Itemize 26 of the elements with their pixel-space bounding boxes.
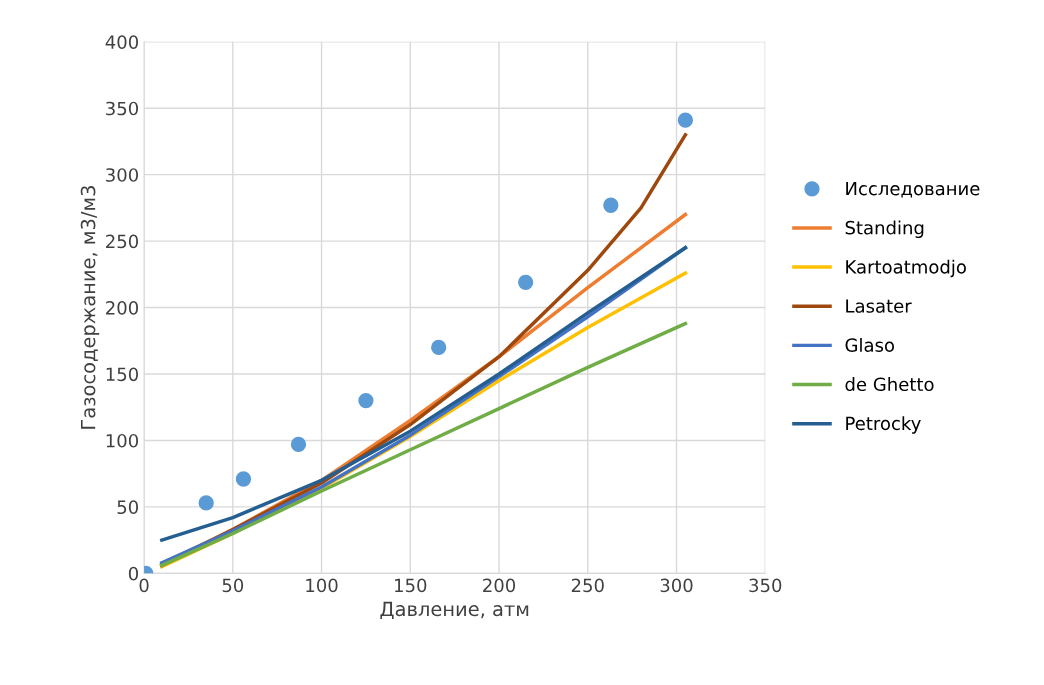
x-tick-label: 100 (306, 578, 338, 593)
x-axis-title: Давление, атм (380, 601, 529, 620)
x-tick-label: 0 (139, 578, 149, 593)
x-tick-label: 50 (222, 578, 244, 593)
y-tick-label: 350 (106, 101, 139, 116)
legend-label: Kartoatmodjo (846, 259, 966, 278)
y-tick-label: 400 (105, 35, 139, 49)
legend-label: Исследование (846, 181, 980, 198)
legend-label: Glaso (845, 337, 895, 352)
y-axis-title: Газосодержание, м3/м3 (80, 186, 100, 429)
y-tick-label: 50 (117, 500, 139, 515)
x-tick-label: 350 (749, 578, 782, 593)
legend-label: Standing (845, 220, 924, 239)
x-tick-label: 300 (660, 578, 693, 593)
x-tick-label: 200 (483, 578, 516, 593)
y-tick-label: 300 (106, 168, 139, 182)
x-tick-label: 150 (395, 578, 427, 593)
legend-label: Lasater (846, 299, 912, 313)
y-tick-label: 100 (106, 433, 139, 448)
legend-label: de Ghetto (845, 377, 934, 392)
y-tick-label: 0 (128, 566, 139, 581)
y-tick-label: 200 (106, 301, 139, 315)
y-tick-label: 250 (106, 234, 139, 249)
legend-label: Petrocky (846, 416, 921, 434)
y-tick-label: 150 (106, 367, 139, 382)
x-tick-label: 250 (571, 578, 604, 593)
